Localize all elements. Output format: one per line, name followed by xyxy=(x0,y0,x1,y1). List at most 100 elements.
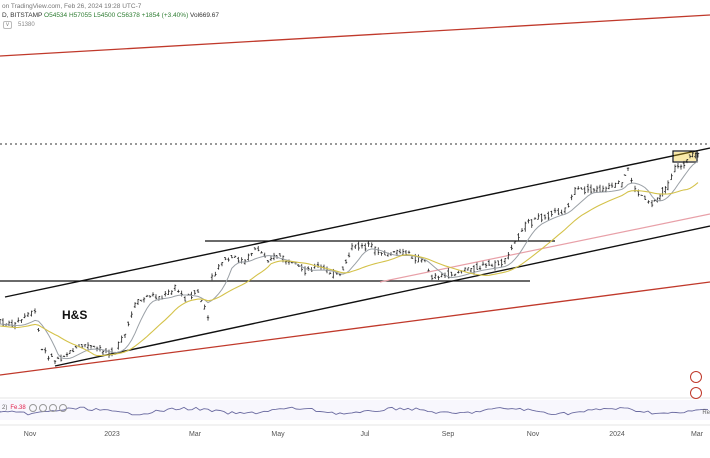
right-toolbar[interactable] xyxy=(690,371,702,399)
ohlc-bar xyxy=(664,186,667,194)
ohlc-bar xyxy=(685,159,689,164)
ohlc-bar xyxy=(573,186,577,196)
ma-long-pink xyxy=(379,213,710,283)
ohlc-bar xyxy=(328,271,332,275)
ohlc-bar xyxy=(373,246,377,256)
ohlc-bar xyxy=(247,253,250,261)
ohlc-bar xyxy=(537,213,540,220)
indicator-value: 51380 xyxy=(18,22,35,28)
ohlc-bar xyxy=(398,248,402,254)
ohlc-bar xyxy=(567,202,570,208)
ohlc-bar xyxy=(177,289,180,293)
ohlc-bar xyxy=(142,297,146,303)
ohlc-bar xyxy=(661,187,664,197)
ohlc-bar xyxy=(230,255,233,259)
x-tick-label: 2023 xyxy=(104,431,120,438)
ohlc-bar xyxy=(691,150,694,158)
ohlc-bar xyxy=(673,164,677,173)
ohlc-bar xyxy=(354,244,357,249)
ohlc-bar xyxy=(167,289,170,296)
target-icon[interactable] xyxy=(690,387,702,399)
ohlc-bar xyxy=(148,295,152,298)
hs-pattern-label: H&S xyxy=(62,308,87,322)
ohlc-bar xyxy=(50,353,53,358)
ohlc-bar xyxy=(589,184,593,195)
ohlc-bar xyxy=(123,333,127,338)
ohlc-bar xyxy=(487,259,491,266)
ohlc-bar xyxy=(601,185,605,192)
ohlc-bar xyxy=(56,356,60,360)
x-tick-label: Mar xyxy=(189,431,202,438)
indicator-toggle-icon[interactable]: v xyxy=(3,21,12,29)
ohlc-bar xyxy=(560,209,563,215)
ohlc-bar xyxy=(688,154,692,159)
ohlc-bar xyxy=(210,273,214,281)
ohlc-bar xyxy=(310,267,313,272)
close-icon[interactable] xyxy=(48,404,57,412)
indicator-legend[interactable]: v 51380 xyxy=(3,21,35,29)
ohlc-bar xyxy=(260,251,263,254)
ohlc-bar xyxy=(68,350,72,354)
ohlc-bar xyxy=(617,180,620,184)
oscillator-icons[interactable] xyxy=(28,404,67,412)
ohlc-bar xyxy=(503,258,507,265)
ohlc-bar xyxy=(183,296,187,302)
ohlc-bar xyxy=(640,194,643,196)
ohlc-bar xyxy=(553,207,557,214)
x-tick-label: May xyxy=(271,431,285,438)
header-ohlc: O54534 H57055 L54500 C56378 +1854 (+3.40… xyxy=(44,12,189,19)
ohlc-bar xyxy=(26,311,30,317)
ohlc-bar xyxy=(676,162,680,169)
ohlc-bar xyxy=(214,271,217,277)
ohlc-bar xyxy=(666,180,670,191)
settings-icon[interactable] xyxy=(28,404,37,412)
ohlc-bar xyxy=(130,311,133,318)
chart-header-values: D, BITSTAMP O54534 H57055 L54500 C56378 … xyxy=(2,12,219,19)
ohlc-bar xyxy=(490,263,494,267)
ohlc-bar xyxy=(33,308,37,314)
ohlc-bar xyxy=(647,200,650,204)
x-tick-label: 2024 xyxy=(609,431,625,438)
ohlc-bar xyxy=(120,335,123,343)
ohlc-bar xyxy=(151,292,155,297)
ohlc-bar xyxy=(370,242,373,248)
more-icon[interactable] xyxy=(58,404,67,412)
x-tick-label: Nov xyxy=(24,431,37,438)
ohlc-bar xyxy=(47,355,50,361)
ohlc-bar xyxy=(117,341,120,350)
eye-icon[interactable] xyxy=(38,404,47,412)
ohlc-bar xyxy=(610,182,614,188)
ohlc-bar xyxy=(170,290,173,295)
alert-icon[interactable] xyxy=(690,371,702,383)
oscillator-label: 2) xyxy=(2,405,8,411)
ohlc-bar xyxy=(44,347,47,354)
ohlc-bar xyxy=(180,290,183,297)
ohlc-bar xyxy=(457,270,460,274)
ohlc-bar xyxy=(484,263,488,269)
x-tick-label: Sep xyxy=(442,431,455,438)
ohlc-bar xyxy=(478,265,482,270)
header-symbol: D, BITSTAMP xyxy=(2,12,43,19)
ohlc-bar xyxy=(527,218,530,224)
ohlc-bar xyxy=(217,263,220,270)
ohlc-bar xyxy=(543,214,547,220)
ohlc-bar xyxy=(437,275,440,280)
ohlc-bar xyxy=(344,259,348,264)
ohlc-bar xyxy=(341,266,345,271)
ohlc-bar xyxy=(586,183,590,193)
ohlc-bar xyxy=(440,273,443,278)
ohlc-bar xyxy=(475,262,479,270)
ohlc-bar xyxy=(196,289,200,293)
ohlc-bar xyxy=(517,233,520,241)
ohlc-bar xyxy=(682,160,686,169)
ohlc-bar xyxy=(583,186,586,195)
ohlc-bar xyxy=(427,268,430,272)
ohlc-bar xyxy=(643,195,647,200)
ohlc-bar xyxy=(580,187,583,190)
ohlc-bar xyxy=(540,213,543,223)
ohlc-bar xyxy=(466,267,470,271)
ohlc-bar xyxy=(224,257,227,261)
ohlc-bar xyxy=(30,310,33,317)
